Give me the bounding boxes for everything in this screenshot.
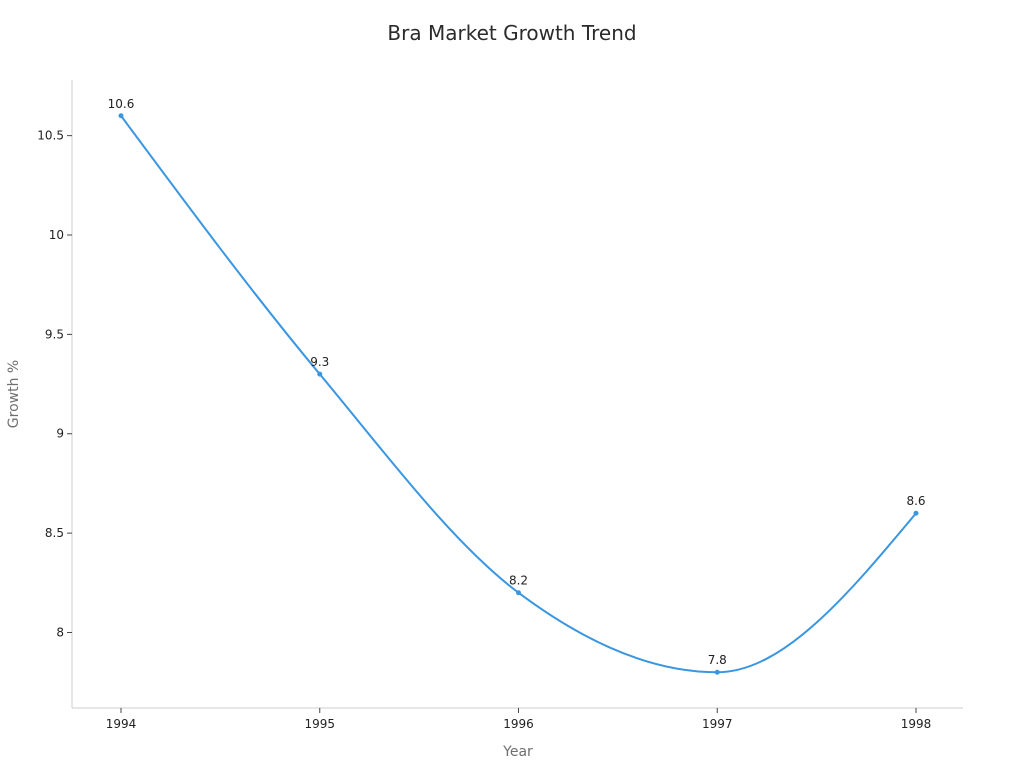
data-labels: 10.6 9.3 8.2 7.8 8.6	[108, 97, 926, 667]
data-label: 8.2	[509, 574, 528, 588]
chart-title: Bra Market Growth Trend	[387, 21, 636, 45]
data-point	[714, 669, 720, 675]
series-line	[120, 115, 917, 674]
x-tick-label: 1995	[304, 717, 335, 731]
y-axis-title: Growth %	[6, 360, 22, 428]
data-point	[913, 510, 919, 516]
data-point	[317, 371, 323, 377]
data-label: 8.6	[906, 494, 925, 508]
y-tick-label: 9	[56, 427, 64, 441]
y-axis-ticks: 8 8.5 9 9.5 10 10.5	[37, 129, 72, 639]
x-tick-label: 1996	[503, 717, 534, 731]
x-axis-ticks: 1994 1995 1996 1997 1998	[106, 708, 932, 731]
data-point	[516, 590, 521, 596]
data-points	[118, 113, 919, 675]
series-layer	[120, 115, 917, 674]
y-tick-label: 10	[49, 228, 64, 242]
data-label: 7.8	[708, 653, 727, 667]
y-tick-label: 10.5	[37, 129, 64, 143]
y-tick-label: 8	[56, 625, 64, 639]
y-tick-label: 9.5	[45, 327, 64, 341]
x-tick-label: 1998	[901, 717, 932, 731]
data-label: 9.3	[310, 355, 329, 369]
x-tick-label: 1997	[702, 717, 733, 731]
x-tick-label: 1994	[106, 717, 137, 731]
y-tick-label: 8.5	[45, 526, 64, 540]
x-axis-title: Year	[502, 744, 533, 760]
data-label: 10.6	[108, 97, 135, 111]
data-point	[118, 113, 124, 119]
